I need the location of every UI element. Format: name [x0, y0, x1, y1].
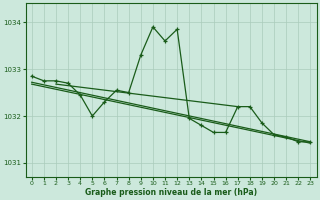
X-axis label: Graphe pression niveau de la mer (hPa): Graphe pression niveau de la mer (hPa) — [85, 188, 257, 197]
